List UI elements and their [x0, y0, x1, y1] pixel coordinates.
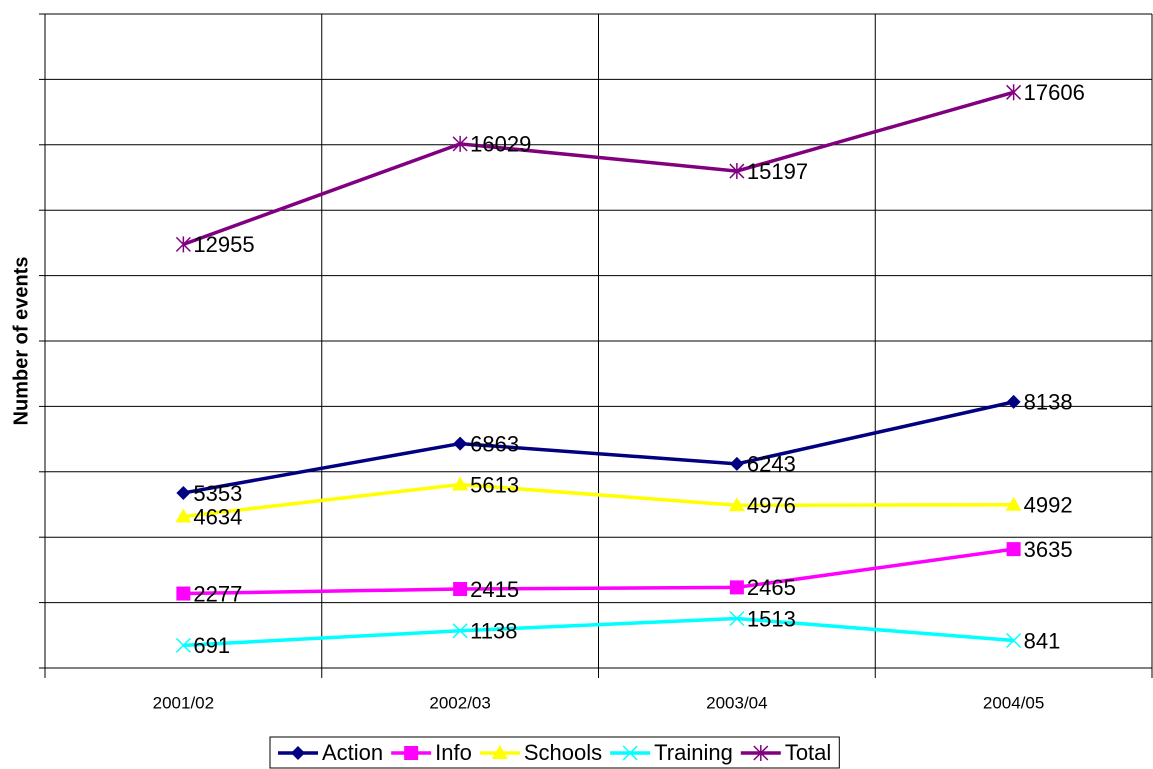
data-label: 4992	[1024, 493, 1073, 518]
marker	[452, 135, 468, 152]
legend-label: Action	[322, 740, 383, 765]
data-label: 1138	[470, 619, 517, 644]
legend-label: Schools	[524, 740, 602, 765]
data-label: 691	[193, 633, 230, 658]
marker	[729, 456, 744, 471]
data-label: 1513	[747, 606, 796, 631]
data-label: 12955	[193, 232, 254, 257]
x-tick-label: 2004/05	[983, 693, 1044, 712]
marker	[729, 163, 745, 180]
data-label: 5353	[193, 481, 242, 506]
marker	[452, 476, 469, 491]
marker	[453, 436, 468, 451]
series-line	[183, 616, 1014, 648]
data-label: 841	[1024, 628, 1061, 653]
marker	[175, 236, 191, 253]
data-label: 4976	[747, 493, 796, 518]
x-tick-label: 2001/02	[153, 693, 214, 712]
data-label: 6863	[470, 431, 519, 456]
legend-label: Training	[654, 740, 733, 765]
x-tick-label: 2003/04	[706, 693, 767, 712]
legend-label: Total	[785, 740, 831, 765]
series-line	[182, 90, 1015, 247]
data-label: 3635	[1024, 537, 1073, 562]
marker	[1005, 496, 1022, 511]
data-label: 17606	[1024, 80, 1085, 105]
data-label: 6243	[747, 452, 796, 477]
x-tick-label: 2002/03	[429, 693, 490, 712]
marker	[728, 497, 745, 512]
data-label: 15197	[747, 159, 808, 184]
marker	[1006, 542, 1021, 557]
marker	[491, 745, 508, 759]
data-label: 2465	[747, 575, 796, 600]
series-line	[183, 400, 1015, 495]
data-label: 5613	[470, 472, 519, 497]
marker	[291, 746, 305, 760]
marker	[1006, 84, 1022, 101]
marker	[729, 580, 744, 595]
marker	[176, 586, 191, 601]
marker	[175, 637, 191, 653]
data-label: 4634	[193, 504, 242, 529]
data-label: 2277	[193, 581, 242, 606]
legend-label: Info	[435, 740, 472, 765]
data-label: 2415	[470, 577, 519, 602]
legend: Action Info Schools Training Total	[269, 736, 840, 769]
marker	[1006, 632, 1022, 649]
marker	[622, 745, 638, 761]
y-axis-label: Number of events	[10, 257, 32, 426]
marker	[1006, 394, 1021, 409]
series-line	[183, 547, 1014, 596]
marker	[404, 746, 419, 760]
marker	[452, 623, 468, 639]
data-label: 16029	[470, 132, 531, 157]
series-line	[183, 482, 1014, 519]
data-label: 8138	[1024, 390, 1073, 415]
marker	[175, 508, 192, 523]
marker	[453, 582, 468, 597]
marker	[729, 610, 745, 627]
marker	[753, 745, 769, 761]
marker	[176, 485, 191, 500]
